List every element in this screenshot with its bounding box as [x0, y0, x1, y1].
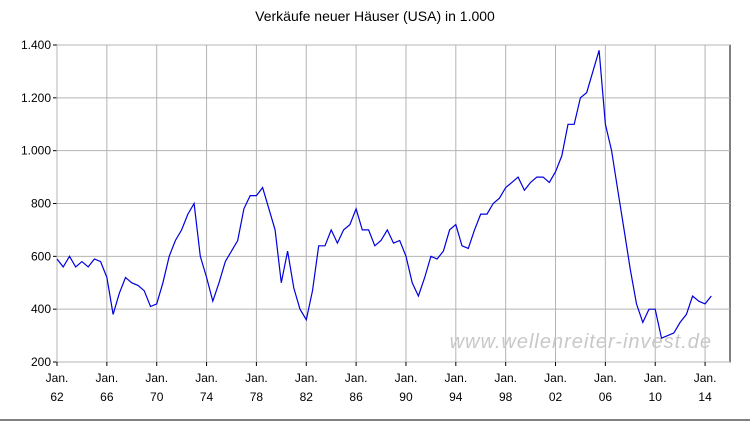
x-tick-label: Jan. 98: [494, 371, 517, 404]
y-tick-label: 600: [31, 249, 51, 263]
x-tick-label: Jan. 90: [395, 371, 418, 404]
y-tick-label: 400: [31, 302, 51, 316]
x-tick-label: Jan. 66: [96, 371, 119, 404]
data-line: [56, 50, 712, 340]
x-tick-label: Jan. 10: [644, 371, 667, 404]
x-tick-label: Jan. 02: [544, 371, 567, 404]
x-tick-label: Jan. 06: [594, 371, 617, 404]
x-tick-label: Jan. 70: [145, 371, 168, 404]
y-tick-label: 200: [31, 355, 51, 369]
x-tick-label: Jan. 82: [295, 371, 318, 404]
x-tick-label: Jan. 74: [195, 371, 218, 404]
y-tick-label: 1.000: [21, 144, 51, 158]
y-tick-label: 1.400: [21, 38, 51, 52]
x-tick-label: Jan. 62: [46, 371, 69, 404]
x-tick-label: Jan. 14: [694, 371, 717, 404]
y-tick-label: 800: [31, 197, 51, 211]
x-tick-label: Jan. 94: [444, 371, 467, 404]
watermark: www.wellenreiter-invest.de: [450, 331, 712, 353]
chart-title: Verkäufe neuer Häuser (USA) in 1.000: [255, 8, 495, 24]
y-tick-label: 1.200: [21, 91, 51, 105]
x-tick-label: Jan. 78: [245, 371, 268, 404]
x-tick-label: Jan. 86: [345, 371, 368, 404]
